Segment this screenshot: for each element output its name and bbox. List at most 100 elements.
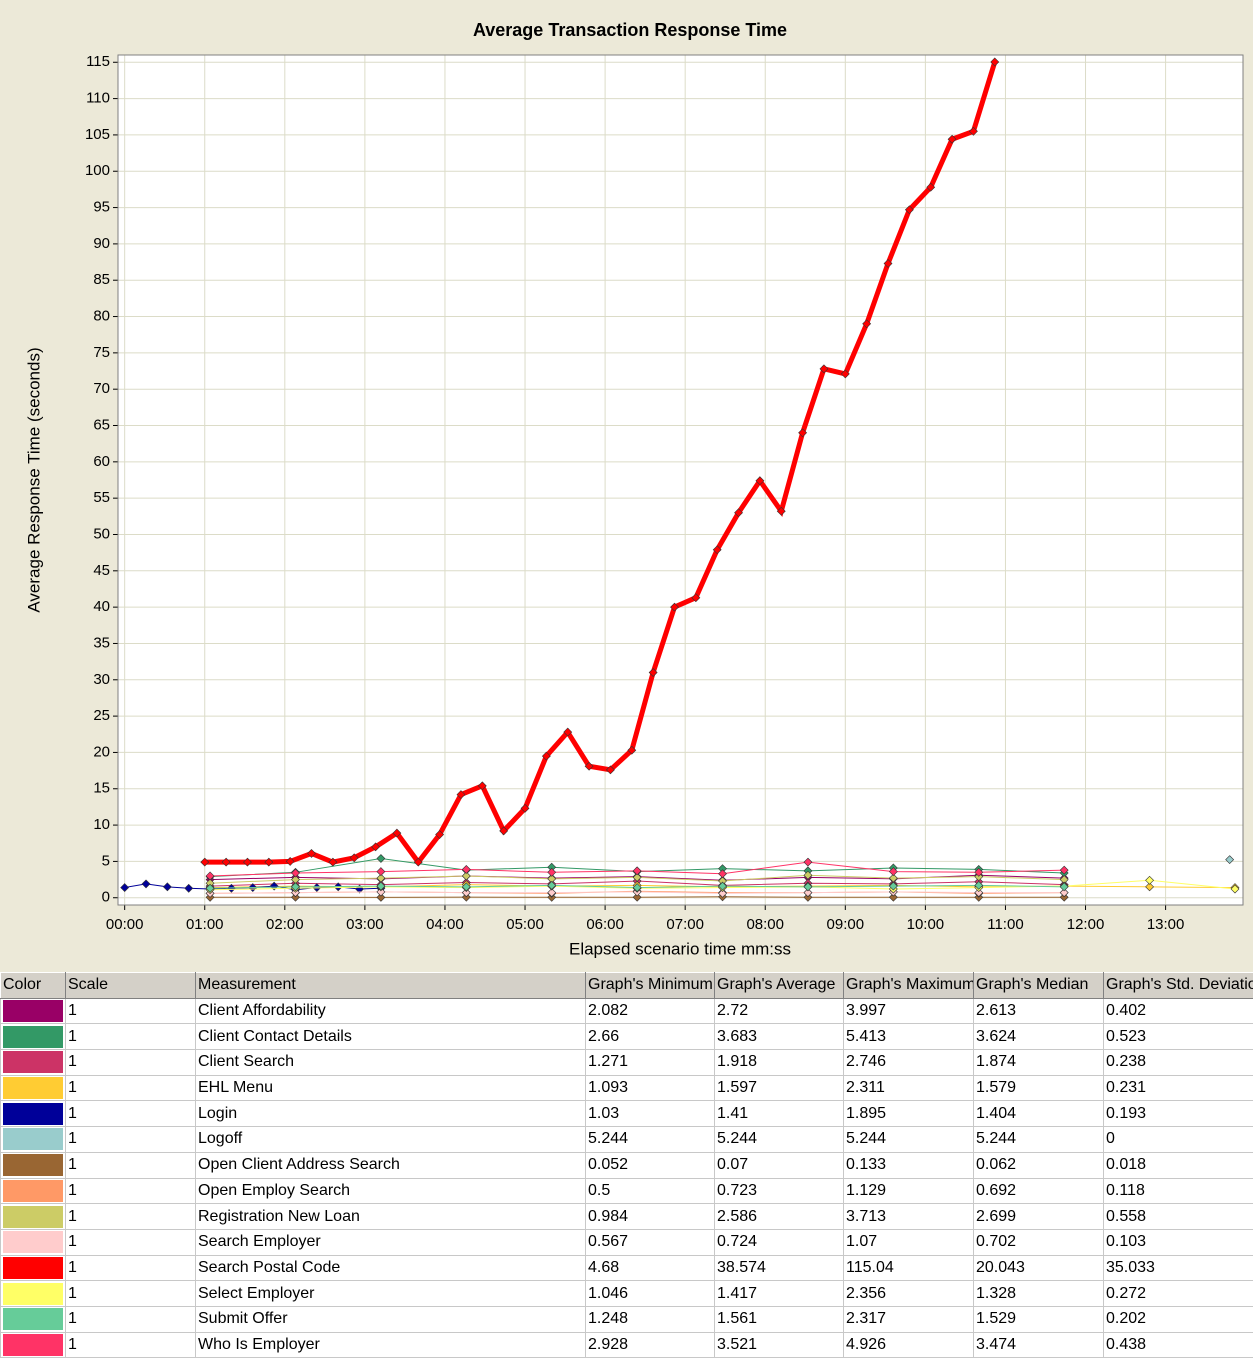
stat-cell: 1.046 [586, 1281, 715, 1307]
scale-cell: 1 [66, 1229, 196, 1255]
color-cell [1, 1255, 66, 1281]
scale-cell: 1 [66, 998, 196, 1024]
scale-cell: 1 [66, 1204, 196, 1230]
color-cell [1, 1075, 66, 1101]
y-tick-label: 105 [85, 126, 110, 143]
measurement-cell: Search Employer [196, 1229, 586, 1255]
plot-area [118, 55, 1243, 905]
stat-cell: 5.244 [586, 1127, 715, 1153]
stat-cell: 2.586 [715, 1204, 844, 1230]
column-header: Graph's Average [715, 973, 844, 999]
color-cell [1, 1229, 66, 1255]
stat-cell: 2.317 [844, 1306, 974, 1332]
stat-cell: 0.062 [974, 1152, 1104, 1178]
stat-cell: 0.523 [1104, 1024, 1253, 1050]
stat-cell: 0.984 [586, 1204, 715, 1230]
stat-cell: 3.521 [715, 1332, 844, 1358]
y-tick-label: 100 [85, 162, 110, 179]
y-tick-label: 5 [102, 852, 110, 869]
stat-cell: 0.567 [586, 1229, 715, 1255]
stat-cell: 2.356 [844, 1281, 974, 1307]
stat-cell: 0.07 [715, 1152, 844, 1178]
scale-cell: 1 [66, 1332, 196, 1358]
stat-cell: 2.746 [844, 1050, 974, 1076]
stat-cell: 0.103 [1104, 1229, 1253, 1255]
stat-cell: 0 [1104, 1127, 1253, 1153]
stat-cell: 0.018 [1104, 1152, 1253, 1178]
x-tick-label: 10:00 [907, 916, 945, 933]
y-tick-label: 110 [86, 90, 110, 107]
stat-cell: 5.413 [844, 1024, 974, 1050]
stat-cell: 4.68 [586, 1255, 715, 1281]
stat-cell: 0.438 [1104, 1332, 1253, 1358]
y-tick-label: 30 [93, 671, 110, 688]
measurement-cell: Search Postal Code [196, 1255, 586, 1281]
y-tick-label: 40 [93, 598, 110, 615]
stat-cell: 5.244 [844, 1127, 974, 1153]
column-header: Graph's Maximum [844, 973, 974, 999]
measurement-cell: Client Affordability [196, 998, 586, 1024]
x-tick-label: 07:00 [666, 916, 704, 933]
stat-cell: 0.692 [974, 1178, 1104, 1204]
x-tick-label: 02:00 [266, 916, 304, 933]
column-header: Graph's Minimum [586, 973, 715, 999]
color-cell [1, 1152, 66, 1178]
y-tick-label: 75 [93, 344, 110, 361]
x-tick-label: 03:00 [346, 916, 384, 933]
stat-cell: 1.417 [715, 1281, 844, 1307]
x-tick-label: 06:00 [586, 916, 624, 933]
stat-cell: 1.248 [586, 1306, 715, 1332]
color-swatch [3, 1231, 63, 1253]
color-cell [1, 1332, 66, 1358]
color-cell [1, 1281, 66, 1307]
color-swatch [3, 1103, 63, 1125]
color-cell [1, 1050, 66, 1076]
stat-cell: 0.558 [1104, 1204, 1253, 1230]
stat-cell: 0.133 [844, 1152, 974, 1178]
stat-cell: 3.624 [974, 1024, 1104, 1050]
y-tick-label: 115 [86, 53, 110, 70]
x-tick-label: 05:00 [506, 916, 544, 933]
column-header: Color [1, 973, 66, 999]
stat-cell: 0.272 [1104, 1281, 1253, 1307]
y-tick-label: 45 [93, 562, 110, 579]
stat-cell: 1.328 [974, 1281, 1104, 1307]
color-cell [1, 1306, 66, 1332]
measurement-cell: Registration New Loan [196, 1204, 586, 1230]
stat-cell: 5.244 [974, 1127, 1104, 1153]
stat-cell: 1.918 [715, 1050, 844, 1076]
stat-cell: 0.402 [1104, 998, 1253, 1024]
y-tick-label: 0 [102, 889, 110, 906]
y-tick-label: 55 [93, 489, 110, 506]
x-tick-label: 04:00 [426, 916, 464, 933]
measurement-cell: Open Employ Search [196, 1178, 586, 1204]
stat-cell: 4.926 [844, 1332, 974, 1358]
stat-cell: 3.474 [974, 1332, 1104, 1358]
color-swatch [3, 1051, 63, 1073]
chart: Average Transaction Response Time Averag… [0, 0, 1253, 970]
y-tick-label: 65 [93, 416, 110, 433]
measurement-cell: Logoff [196, 1127, 586, 1153]
stat-cell: 115.04 [844, 1255, 974, 1281]
stat-cell: 3.997 [844, 998, 974, 1024]
x-tick-label: 08:00 [746, 916, 784, 933]
y-tick-label: 90 [93, 235, 110, 252]
stat-cell: 0.238 [1104, 1050, 1253, 1076]
scale-cell: 1 [66, 1178, 196, 1204]
y-tick-label: 20 [93, 743, 110, 760]
stat-cell: 1.597 [715, 1075, 844, 1101]
x-tick-label: 12:00 [1067, 916, 1105, 933]
column-header: Measurement [196, 973, 586, 999]
y-tick-label: 35 [93, 634, 110, 651]
color-swatch [3, 1257, 63, 1279]
y-tick-label: 85 [93, 271, 110, 288]
stat-cell: 0.723 [715, 1178, 844, 1204]
stat-cell: 0.5 [586, 1178, 715, 1204]
stat-cell: 1.41 [715, 1101, 844, 1127]
measurement-cell: Open Client Address Search [196, 1152, 586, 1178]
